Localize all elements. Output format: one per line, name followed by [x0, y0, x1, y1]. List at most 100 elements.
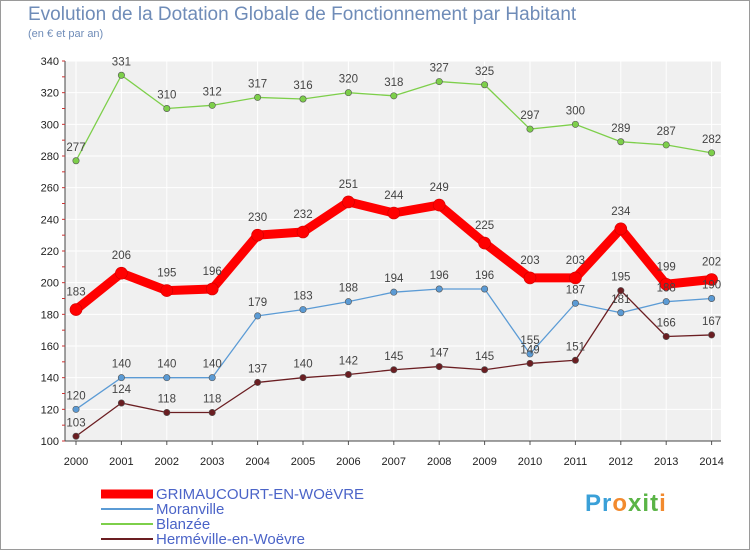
data-label: 124 — [112, 384, 132, 396]
data-label: 232 — [293, 209, 312, 221]
data-label: 140 — [203, 359, 222, 371]
data-label: 187 — [566, 284, 585, 296]
data-label: 234 — [611, 206, 631, 218]
data-point — [163, 408, 171, 416]
data-label: 297 — [520, 110, 539, 122]
x-tick-label: 2014 — [699, 456, 723, 468]
x-tick-label: 2004 — [245, 456, 269, 468]
data-point — [163, 105, 171, 113]
data-label: 277 — [66, 142, 85, 154]
y-tick-label: 320 — [41, 88, 59, 100]
data-point — [342, 195, 355, 209]
data-label: 251 — [339, 179, 358, 191]
data-label: 194 — [384, 273, 404, 285]
data-point — [435, 78, 443, 86]
data-point — [659, 277, 673, 291]
data-label: 327 — [430, 63, 449, 75]
x-tick-label: 2001 — [109, 456, 133, 468]
data-label: 310 — [157, 90, 176, 102]
data-point — [614, 222, 628, 236]
chart-subtitle: (en € et par an) — [28, 28, 104, 40]
x-tick-label: 2007 — [382, 456, 406, 468]
data-label: 312 — [203, 86, 222, 98]
legend-label: Herméville-en-Woëvre — [156, 531, 305, 548]
data-point — [571, 120, 579, 128]
proxiti-logo[interactable]: Proxiti — [585, 490, 667, 518]
data-label: 199 — [657, 261, 676, 273]
data-label: 145 — [475, 351, 494, 363]
data-point — [390, 288, 398, 296]
data-label: 188 — [657, 283, 676, 295]
y-tick-label: 140 — [41, 373, 59, 385]
series-blanzee — [72, 71, 716, 165]
logo-letter: r — [602, 490, 613, 517]
y-tick-label: 120 — [41, 404, 59, 416]
data-label: 289 — [611, 123, 630, 135]
data-point — [390, 92, 398, 100]
logo-letter: P — [585, 490, 603, 517]
data-label: 316 — [293, 80, 312, 92]
data-point — [344, 370, 352, 378]
data-point — [344, 89, 352, 97]
data-label: 142 — [339, 356, 358, 368]
data-point — [617, 309, 625, 317]
legend-label: Moranville — [156, 501, 224, 518]
data-point — [617, 138, 625, 146]
y-tick-label: 340 — [41, 56, 59, 68]
logo-letter: i — [659, 490, 667, 517]
data-point — [523, 271, 537, 285]
data-point — [708, 331, 716, 339]
x-tick-label: 2002 — [155, 456, 179, 468]
data-label: 140 — [112, 359, 131, 371]
data-point — [344, 298, 352, 306]
y-tick-label: 220 — [41, 246, 59, 258]
x-tick-label: 2005 — [291, 456, 315, 468]
data-point — [117, 71, 125, 79]
data-label: 140 — [157, 359, 176, 371]
data-point — [481, 81, 489, 89]
data-label: 167 — [702, 316, 721, 328]
data-label: 103 — [66, 417, 85, 429]
legend-label: Blanzée — [156, 516, 210, 533]
x-tick-label: 2008 — [427, 456, 451, 468]
y-tick-label: 240 — [41, 214, 59, 226]
data-label: 225 — [475, 220, 494, 232]
y-tick-label: 180 — [41, 309, 59, 321]
x-tick-label: 2012 — [609, 456, 633, 468]
data-point — [69, 303, 83, 316]
y-tick-label: 200 — [41, 278, 59, 290]
data-point — [705, 273, 718, 286]
data-label: 149 — [520, 344, 539, 356]
data-point — [72, 405, 80, 413]
data-point — [526, 350, 534, 358]
data-label: 287 — [657, 126, 676, 138]
data-point — [481, 366, 489, 374]
x-tick-label: 2006 — [336, 456, 360, 468]
data-point — [251, 228, 264, 242]
data-label: 317 — [248, 78, 267, 90]
data-label: 203 — [566, 255, 585, 267]
data-label: 196 — [203, 266, 222, 278]
data-point — [662, 332, 670, 340]
data-label: 188 — [339, 283, 358, 295]
data-label: 179 — [248, 297, 267, 309]
legend-label: GRIMAUCOURT-EN-WOëVRE — [156, 486, 364, 503]
data-label: 145 — [384, 351, 403, 363]
y-tick-label: 280 — [41, 151, 59, 163]
data-point — [254, 378, 262, 386]
y-tick-label: 160 — [41, 341, 59, 353]
data-label: 202 — [702, 257, 721, 269]
data-label: 183 — [66, 287, 85, 299]
data-point — [72, 157, 80, 165]
data-label: 195 — [157, 268, 176, 280]
data-label: 120 — [66, 390, 85, 402]
x-tick-label: 2000 — [64, 456, 88, 468]
data-point — [435, 363, 443, 371]
data-label: 203 — [520, 255, 539, 267]
data-label: 196 — [475, 270, 494, 282]
data-point — [387, 206, 401, 220]
data-label: 166 — [657, 318, 676, 330]
data-label: 140 — [293, 359, 312, 371]
data-label: 196 — [430, 270, 449, 282]
